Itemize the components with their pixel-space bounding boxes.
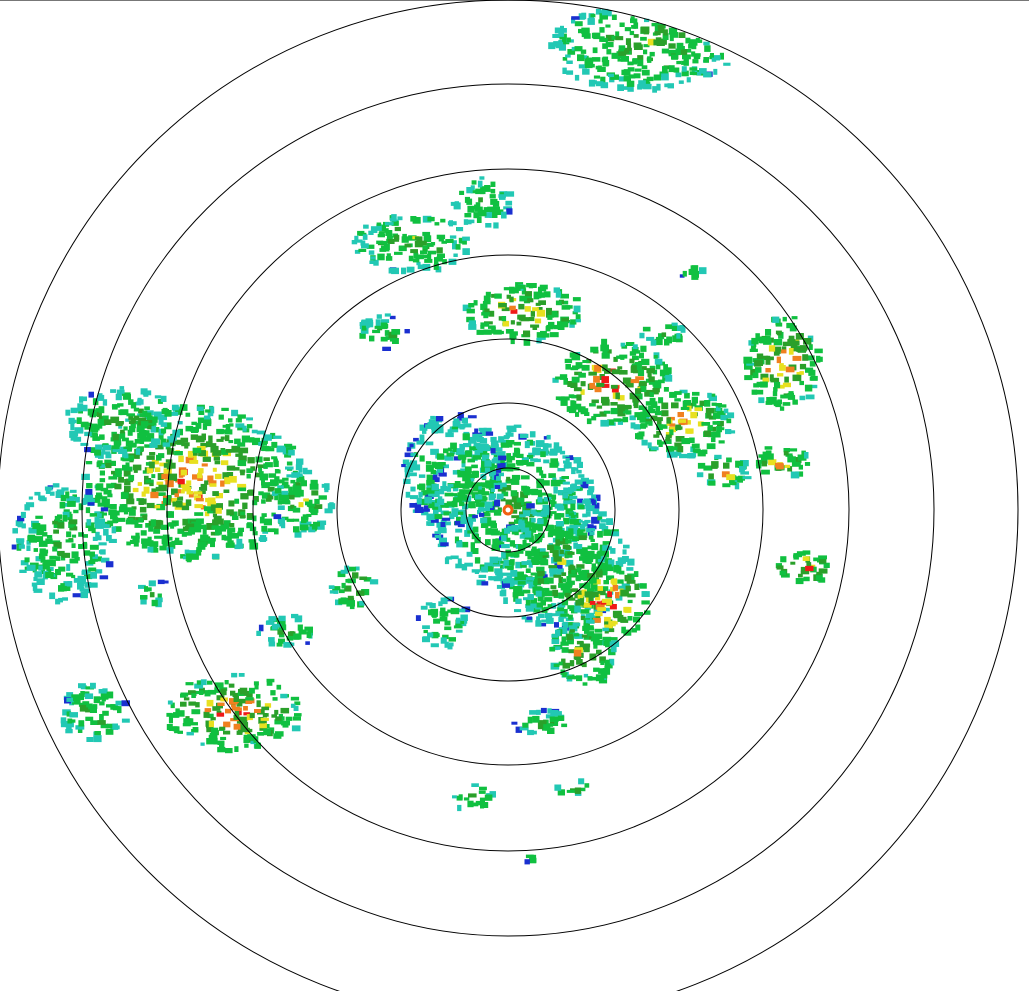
echo-cell-4: [495, 492, 635, 634]
range-ring-6: [81, 83, 935, 937]
echo-cell-6: [552, 338, 673, 427]
echo-cell-13: [775, 550, 830, 585]
range-ring-2: [400, 402, 616, 618]
range-ring-5: [166, 168, 850, 852]
echo-cell-19: [271, 467, 336, 538]
range-ring-1: [465, 467, 551, 553]
echo-cell-8: [351, 214, 470, 275]
echo-cell-24: [554, 778, 590, 796]
echo-cell-14: [81, 404, 305, 563]
precipitation-echoes: [11, 8, 830, 865]
echo-cell-23: [452, 783, 496, 812]
echo-cell-11: [743, 316, 823, 411]
echo-cell-32: [679, 265, 707, 280]
echo-cell-26: [696, 454, 752, 490]
echo-cell-21: [415, 596, 471, 650]
echo-cell-1: [548, 8, 731, 93]
echo-cell-18: [60, 682, 130, 743]
echo-cell-15: [11, 483, 117, 605]
range-ring-3: [336, 338, 680, 682]
echo-cell-29: [256, 613, 313, 648]
echo-cell-10: [630, 389, 736, 459]
echo-cell-22: [511, 707, 568, 736]
echo-cell-12: [755, 446, 811, 479]
echo-cell-16: [65, 386, 183, 459]
radar-site-marker: [502, 504, 514, 516]
echo-cell-7: [462, 282, 581, 346]
echo-cell-31: [524, 854, 537, 865]
echo-cell-30: [138, 579, 169, 608]
echo-cell-27: [328, 565, 379, 610]
echo-cell-3: [401, 412, 507, 533]
echo-cell-28: [359, 313, 410, 351]
echo-cell-9: [450, 176, 515, 229]
echo-cell-25: [639, 322, 686, 346]
range-ring-4: [252, 254, 764, 766]
echo-cell-20: [549, 619, 620, 686]
echo-cell-17: [166, 672, 302, 754]
